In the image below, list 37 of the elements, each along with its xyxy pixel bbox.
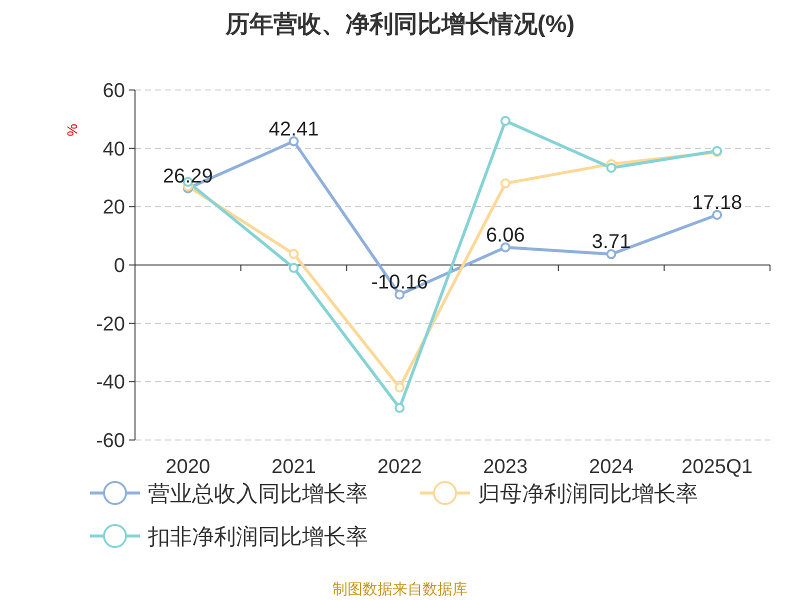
point: [500, 178, 510, 188]
legend-label: 归母净利润同比增长率: [478, 481, 698, 506]
legend-label: 营业总收入同比增长率: [148, 481, 368, 506]
text: 制图数据来自数据库: [332, 581, 468, 598]
legend-label: 扣非净利润同比增长率: [147, 524, 368, 549]
y-tick-label: -20: [96, 313, 125, 336]
data-label: 42.41: [268, 118, 319, 140]
x-tick-label: 2025Q1: [681, 456, 753, 478]
point: [288, 262, 299, 273]
data-label: 6.06: [486, 224, 525, 246]
y-tick-label: -60: [96, 430, 125, 452]
point: [606, 162, 616, 173]
point: [712, 210, 722, 220]
y-tick-label: 40: [102, 138, 125, 160]
x-tick-label: 2021: [272, 456, 316, 478]
point: [394, 402, 405, 413]
x-tick-label: 2023: [483, 456, 528, 478]
x-tick-label: 2020: [166, 456, 210, 478]
data-label: 26.29: [162, 165, 213, 188]
point: [288, 248, 299, 259]
point: [394, 382, 405, 392]
data-label: -10.16: [371, 272, 428, 294]
y-tick-label: 20: [102, 196, 125, 219]
point: [288, 136, 299, 146]
y-axis-title: %: [64, 124, 80, 136]
y-tick-label: -40: [96, 372, 125, 394]
point: [500, 116, 510, 126]
data-label: 17.18: [692, 192, 742, 214]
y-tick-label: 0: [114, 255, 125, 277]
chart-title: 历年营收、净利同比增长情况(%): [224, 11, 575, 38]
x-tick-label: 2024: [589, 456, 634, 478]
point: [606, 249, 616, 260]
data-label: 3.71: [592, 231, 631, 254]
x-tick-label: 2022: [377, 456, 422, 478]
point: [500, 242, 510, 252]
point: [394, 290, 405, 300]
y-tick-label: 60: [102, 80, 125, 102]
